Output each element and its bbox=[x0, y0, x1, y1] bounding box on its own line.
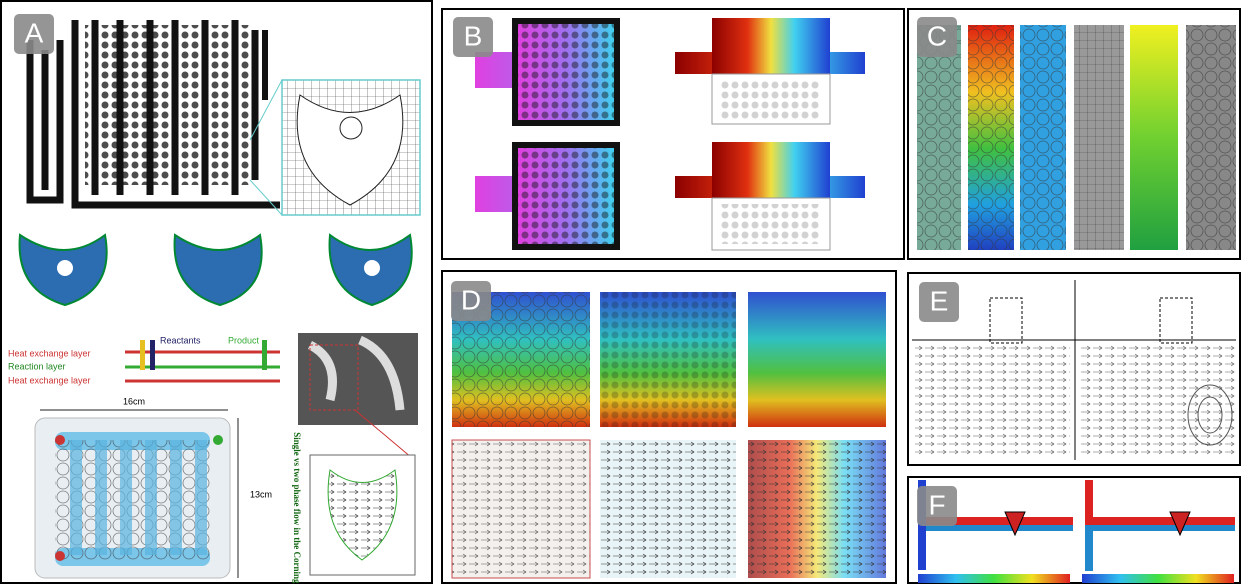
panel-label: F bbox=[928, 489, 945, 520]
layer-label: Heat exchange layer bbox=[8, 348, 91, 358]
panel-label: E bbox=[930, 285, 949, 316]
layer-label: Reaction layer bbox=[8, 361, 66, 371]
panel-b bbox=[442, 9, 904, 259]
width-label: 16cm bbox=[123, 396, 145, 406]
height-label: 13cm bbox=[250, 489, 272, 499]
caption: Single vs two phase flow in the Corning … bbox=[292, 432, 302, 584]
panel-label: B bbox=[464, 20, 483, 51]
figure: Reactants Product Heat exchange layer Re… bbox=[0, 0, 1241, 584]
panel-label: C bbox=[927, 20, 947, 51]
product-label: Product bbox=[228, 335, 260, 345]
panel-a: Reactants Product Heat exchange layer Re… bbox=[1, 1, 432, 584]
panel-c bbox=[908, 9, 1240, 259]
panel-d bbox=[442, 271, 896, 583]
reactants-label: Reactants bbox=[160, 335, 201, 345]
panel-label: A bbox=[25, 17, 44, 48]
panel-label: D bbox=[461, 284, 481, 315]
layer-label: Heat exchange layer bbox=[8, 375, 91, 385]
panel-f bbox=[908, 477, 1240, 583]
